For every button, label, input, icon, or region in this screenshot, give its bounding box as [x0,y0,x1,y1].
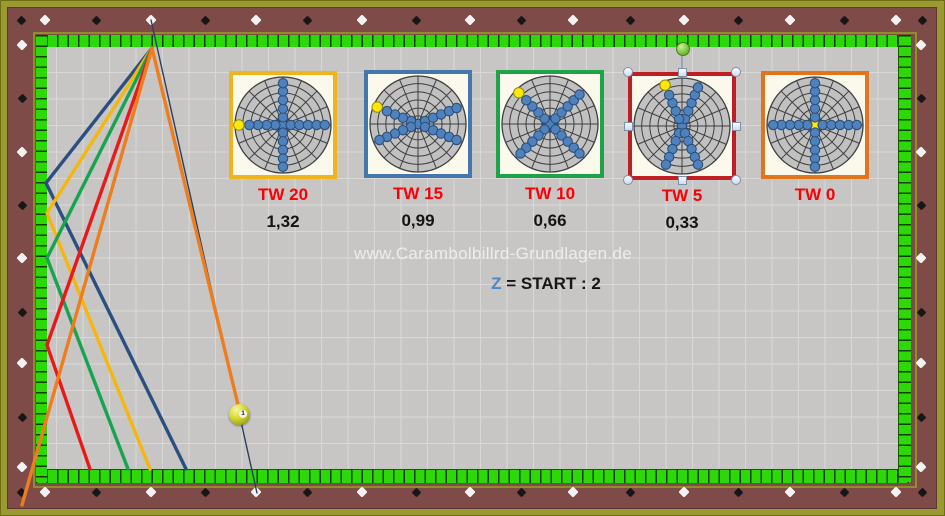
diagram-frame [496,70,604,178]
formula-rest: = START : 2 [501,274,601,293]
corner-resize-handle[interactable] [731,175,741,185]
diagram-frame [364,70,472,178]
diagram-value: 0,66 [533,211,567,230]
rotation-connector [681,53,683,72]
diagram-value: 0,33 [665,213,699,232]
edge-resize-handle[interactable] [623,121,633,131]
corner-resize-handle[interactable] [623,67,633,77]
tw20-line [45,46,154,471]
cue-ball[interactable]: 1 [229,404,250,425]
diagram-tw-20[interactable]: TW 20 1,32 [229,71,337,231]
clock-grid [766,76,864,174]
clock-grid [369,75,467,173]
diagram-frame [761,71,869,179]
edge-resize-handle[interactable] [731,121,741,131]
clock-grid [501,75,599,173]
diagram-frame [229,71,337,179]
cushion-right [898,35,911,482]
clock-grid [233,76,332,174]
diagram-tw-0[interactable]: TW 0 [761,71,869,204]
site-watermark: www.Carambolbillrd-Grundlagen.de [354,244,632,263]
diagram-label: TW 10 [524,184,576,203]
corner-resize-handle[interactable] [623,175,633,185]
diagram-value: 1,32 [266,212,300,231]
diagram-label: TW 15 [392,184,444,203]
tw0-line [20,46,242,507]
formula-z: Z [491,274,502,293]
start-formula: Z = START : 2 [466,274,626,294]
corner-resize-handle[interactable] [731,67,741,77]
diagram-tw-10[interactable]: TW 10 0,66 [496,70,604,230]
diagram-tw-5[interactable]: TW 5 0,33 [623,42,741,232]
diagram-label: TW 5 [661,186,703,205]
tw10-line [45,46,154,471]
diagram-value: 0,99 [401,211,435,230]
tw15-line [44,46,188,471]
ball-number: 1 [239,410,247,418]
rotation-handle[interactable] [676,42,690,56]
table-surface [47,47,898,469]
clock-grid [633,77,731,175]
diagram-label: TW 0 [794,185,836,204]
edge-resize-handle[interactable] [677,67,687,77]
diagram-tw-15[interactable]: TW 15 0,99 [364,70,472,230]
edge-resize-handle[interactable] [677,175,687,185]
tw5-line [45,46,154,471]
diagram-label: TW 20 [257,185,309,204]
rail-edge-line [33,32,917,488]
diagram-frame [628,72,736,180]
